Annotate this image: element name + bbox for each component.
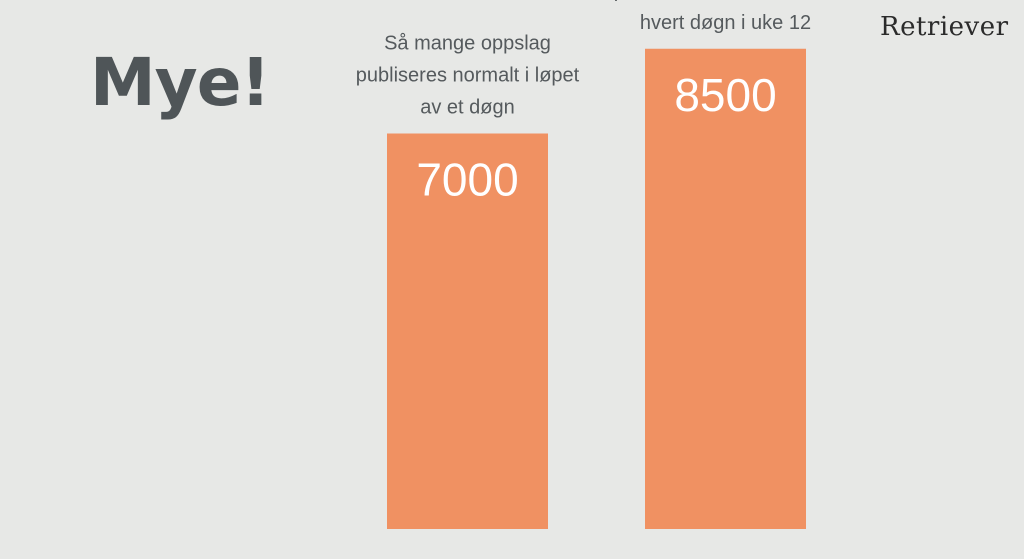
bar-category-label-1-line-3: av et døgn xyxy=(420,97,515,119)
bar-category-label-2-line-3: hvert døgn i uke 12 xyxy=(640,12,811,34)
bar-value-label-2: 8500 xyxy=(674,69,776,121)
bar-category-label-1-line-1: Så mange oppslag xyxy=(384,33,551,55)
bar-2 xyxy=(645,48,806,529)
bar-value-label-1: 7000 xyxy=(416,154,518,206)
bar-category-label-1-line-2: publiseres normalt i løpet xyxy=(356,65,580,87)
bar-category-label-2-line-2: publisert KUN om korona xyxy=(614,0,838,2)
bar-1 xyxy=(387,133,548,529)
page-title: Mye! xyxy=(90,44,271,121)
retriever-logo: Retriever xyxy=(880,12,1009,42)
